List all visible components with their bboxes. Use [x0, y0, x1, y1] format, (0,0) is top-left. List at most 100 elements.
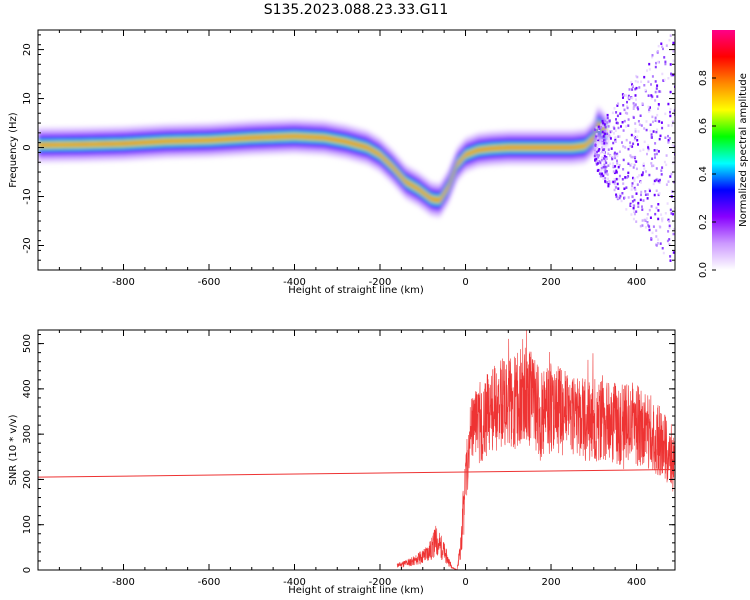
- noise-cell: [609, 162, 612, 165]
- noise-cell: [669, 114, 672, 118]
- noise-cell: [621, 141, 623, 144]
- noise-cell: [635, 220, 638, 223]
- noise-cell: [612, 165, 615, 168]
- colorbar-gradient: [712, 30, 735, 270]
- noise-cell: [640, 173, 643, 177]
- noise-cell: [603, 123, 606, 126]
- noise-cell: [630, 80, 633, 84]
- noise-cell: [671, 120, 674, 124]
- noise-cell: [665, 154, 668, 157]
- noise-cell: [654, 142, 657, 145]
- noise-cell: [640, 193, 642, 197]
- noise-cell: [669, 175, 672, 178]
- noise-cell: [673, 145, 675, 148]
- noise-cell: [632, 116, 635, 119]
- noise-cell: [671, 161, 674, 165]
- noise-cell: [635, 86, 638, 90]
- noise-cell: [655, 130, 658, 134]
- noise-cell: [640, 80, 643, 83]
- noise-cell: [665, 183, 668, 186]
- noise-cell: [632, 176, 634, 180]
- noise-cell: [645, 217, 648, 220]
- noise-cell: [643, 140, 646, 144]
- noise-cell: [666, 239, 669, 243]
- noise-cell: [634, 94, 637, 97]
- noise-cell: [629, 204, 632, 207]
- noise-cell: [598, 172, 601, 175]
- noise-cell: [641, 219, 644, 222]
- noise-cell: [604, 166, 607, 169]
- colorbar-tick-label: 0.2: [698, 214, 709, 230]
- noise-cell: [615, 152, 618, 156]
- noise-cell: [622, 168, 625, 171]
- snr-axes: -800 -600 -400 -200 0 200 400 0 100 200 300 400 500: [22, 330, 675, 588]
- spectrogram-y-tick-label: -10: [22, 188, 33, 204]
- noise-cell: [600, 158, 603, 162]
- noise-cell: [614, 156, 617, 160]
- snr-x-tick-label: -200: [369, 577, 392, 588]
- noise-cell: [661, 166, 664, 169]
- noise-cell: [668, 224, 671, 228]
- noise-cell: [625, 125, 628, 128]
- colorbar-label: Normalized spectral amplitude: [738, 73, 749, 227]
- noise-cell: [603, 142, 606, 145]
- noise-cell: [595, 157, 598, 161]
- noise-cell: [665, 44, 668, 47]
- noise-cell: [641, 102, 644, 105]
- noise-cell: [634, 188, 637, 191]
- noise-cell: [648, 208, 651, 212]
- noise-cell: [635, 210, 638, 213]
- noise-cell: [663, 56, 666, 59]
- noise-cell: [633, 198, 636, 202]
- snr-y-tick-label: 0: [22, 567, 33, 573]
- noise-cell: [634, 87, 637, 91]
- noise-cell: [595, 163, 598, 166]
- snr-x-tick-label: -600: [198, 577, 221, 588]
- noise-cell: [596, 162, 599, 165]
- noise-cell: [673, 157, 675, 160]
- noise-cell: [597, 149, 600, 152]
- noise-cell: [652, 130, 655, 133]
- noise-cell: [671, 144, 674, 147]
- noise-cell: [634, 130, 637, 133]
- noise-cell: [630, 203, 633, 207]
- noise-cell: [651, 115, 654, 119]
- noise-cell: [660, 173, 663, 176]
- noise-cell: [606, 135, 609, 138]
- noise-cell: [594, 158, 597, 161]
- noise-cell: [598, 154, 600, 157]
- noise-cell: [670, 172, 673, 176]
- noise-cell: [615, 195, 618, 198]
- noise-cell: [663, 78, 666, 82]
- noise-cell: [656, 95, 659, 98]
- noise-cell: [657, 107, 660, 110]
- noise-cell: [598, 127, 601, 131]
- noise-cell: [643, 127, 646, 130]
- noise-cell: [628, 96, 631, 99]
- noise-cell: [630, 133, 633, 137]
- noise-cell: [620, 125, 622, 128]
- noise-cell: [616, 121, 619, 125]
- noise-cell: [600, 164, 603, 167]
- noise-cell: [631, 88, 634, 91]
- noise-cell: [594, 153, 597, 156]
- snr-x-tick-label: -400: [283, 577, 306, 588]
- noise-cell: [634, 137, 637, 140]
- noise-cell: [648, 189, 651, 193]
- snr-y-tick-label: 400: [22, 379, 33, 398]
- noise-cell: [643, 167, 646, 170]
- noise-cell: [649, 216, 652, 219]
- noise-cell: [603, 120, 606, 123]
- noise-cell: [647, 147, 650, 151]
- noise-cell: [615, 169, 618, 173]
- noise-cell: [607, 148, 610, 151]
- noise-cell: [667, 180, 670, 183]
- spectrogram-x-tick-label: 0: [462, 277, 468, 288]
- noise-cell: [599, 162, 602, 166]
- noise-cell: [594, 143, 597, 146]
- noise-cell: [617, 196, 620, 199]
- noise-cell: [622, 145, 625, 148]
- noise-cell: [621, 93, 624, 96]
- noise-cell: [612, 162, 615, 165]
- noise-cell: [650, 136, 653, 139]
